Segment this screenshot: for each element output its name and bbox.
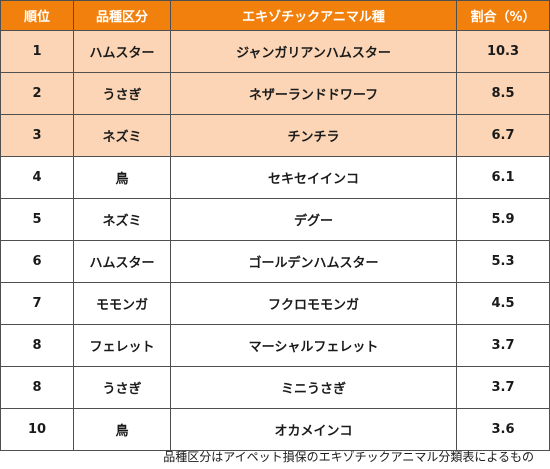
cell-rank: 1: [0, 30, 74, 73]
cell-animal: デグー: [170, 198, 457, 241]
cell-share: 4.5: [456, 282, 550, 325]
table-row: 7 モモンガ フクロモモンガ 4.5: [0, 282, 550, 325]
cell-animal: ゴールデンハムスター: [170, 240, 457, 283]
header-animal: エキゾチックアニマル種: [170, 0, 457, 31]
header-share: 割合（%）: [456, 0, 550, 31]
table-row: 3 ネズミ チンチラ 6.7: [0, 114, 550, 157]
cell-category: ハムスター: [73, 30, 171, 73]
cell-category: ネズミ: [73, 114, 171, 157]
cell-animal: ミニうさぎ: [170, 366, 457, 409]
cell-animal: ジャンガリアンハムスター: [170, 30, 457, 73]
footnote: 品種区分はアイペット損保のエキゾチックアニマル分類表によるもの: [163, 450, 534, 464]
cell-share: 3.7: [456, 366, 550, 409]
cell-rank: 2: [0, 72, 74, 115]
cell-rank: 3: [0, 114, 74, 157]
table-row: 1 ハムスター ジャンガリアンハムスター 10.3: [0, 30, 550, 73]
cell-share: 8.5: [456, 72, 550, 115]
table-row: 8 うさぎ ミニうさぎ 3.7: [0, 366, 550, 409]
table-row: 10 鳥 オカメインコ 3.6: [0, 408, 550, 451]
cell-share: 6.7: [456, 114, 550, 157]
cell-share: 3.6: [456, 408, 550, 451]
table-row: 6 ハムスター ゴールデンハムスター 5.3: [0, 240, 550, 283]
cell-category: うさぎ: [73, 366, 171, 409]
cell-share: 6.1: [456, 156, 550, 199]
cell-share: 5.9: [456, 198, 550, 241]
cell-animal: セキセイインコ: [170, 156, 457, 199]
cell-category: ネズミ: [73, 198, 171, 241]
table-header: 順位 品種区分 エキゾチックアニマル種 割合（%）: [0, 0, 550, 31]
cell-animal: マーシャルフェレット: [170, 324, 457, 367]
cell-animal: チンチラ: [170, 114, 457, 157]
table-row: 4 鳥 セキセイインコ 6.1: [0, 156, 550, 199]
cell-animal: フクロモモンガ: [170, 282, 457, 325]
cell-animal: ネザーランドドワーフ: [170, 72, 457, 115]
header-category: 品種区分: [73, 0, 171, 31]
header-row: 順位 品種区分 エキゾチックアニマル種 割合（%）: [0, 0, 550, 31]
cell-rank: 5: [0, 198, 74, 241]
cell-rank: 8: [0, 324, 74, 367]
cell-rank: 10: [0, 408, 74, 451]
cell-category: ハムスター: [73, 240, 171, 283]
cell-rank: 6: [0, 240, 74, 283]
table-row: 5 ネズミ デグー 5.9: [0, 198, 550, 241]
cell-rank: 7: [0, 282, 74, 325]
table-row: 8 フェレット マーシャルフェレット 3.7: [0, 324, 550, 367]
table-row: 2 うさぎ ネザーランドドワーフ 8.5: [0, 72, 550, 115]
cell-rank: 4: [0, 156, 74, 199]
cell-share: 10.3: [456, 30, 550, 73]
cell-share: 3.7: [456, 324, 550, 367]
cell-rank: 8: [0, 366, 74, 409]
ranking-table: 順位 品種区分 エキゾチックアニマル種 割合（%） 1 ハムスター ジャンガリア…: [0, 0, 550, 451]
cell-category: 鳥: [73, 408, 171, 451]
cell-share: 5.3: [456, 240, 550, 283]
cell-category: うさぎ: [73, 72, 171, 115]
cell-category: モモンガ: [73, 282, 171, 325]
table-body: 1 ハムスター ジャンガリアンハムスター 10.3 2 うさぎ ネザーランドドワ…: [0, 30, 550, 451]
header-rank: 順位: [0, 0, 74, 31]
cell-animal: オカメインコ: [170, 408, 457, 451]
cell-category: フェレット: [73, 324, 171, 367]
cell-category: 鳥: [73, 156, 171, 199]
